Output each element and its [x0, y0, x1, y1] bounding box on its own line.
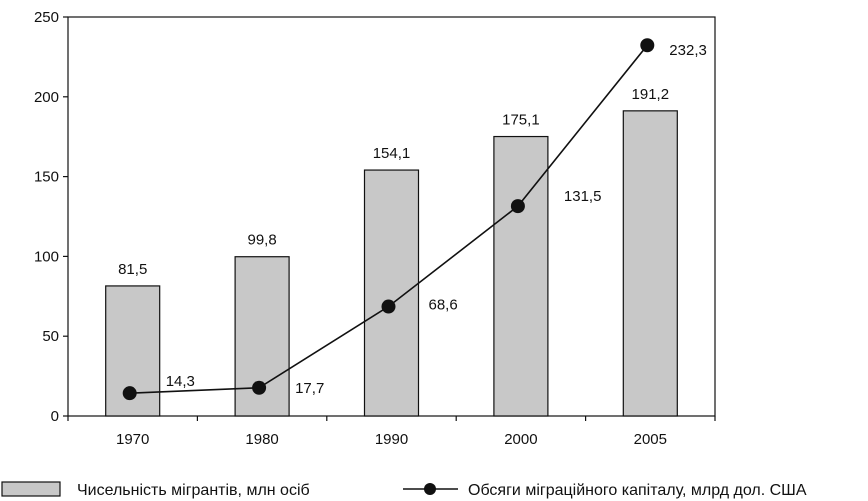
line-point: [510, 199, 525, 214]
bar: [493, 135, 549, 417]
line-data-label: 14,3: [166, 373, 195, 390]
x-tick-label: 1980: [245, 431, 278, 448]
x-tick-label: 2005: [634, 431, 667, 448]
bar-data-labels: 81,5 99,8 154,1 175,1 191,2: [118, 86, 669, 278]
y-tick-label: 250: [34, 9, 59, 26]
legend-line-label: Обсяги міграційного капіталу, млрд дол. …: [468, 482, 807, 499]
line-data-label: 68,6: [429, 297, 458, 314]
bar: [622, 110, 678, 417]
y-tick-label: 200: [34, 89, 59, 106]
line-data-labels: 14,3 17,7 68,6 131,5 232,3: [166, 42, 707, 397]
bar-data-label: 99,8: [247, 232, 276, 249]
line-point: [122, 386, 137, 401]
line-data-label: 232,3: [669, 42, 707, 59]
x-tick-label: 1990: [375, 431, 408, 448]
line-point: [252, 380, 267, 395]
legend-bar-label: Чисельність мігрантів, млн осіб: [77, 482, 310, 499]
line-data-label: 17,7: [295, 380, 324, 397]
x-tick-label: 2000: [504, 431, 537, 448]
line-point: [640, 38, 655, 53]
legend: Чисельність мігрантів, млн осіб Обсяги мі…: [1, 481, 807, 499]
y-axis: 0 50 100 150 200 250: [34, 9, 68, 425]
bar-data-label: 154,1: [373, 145, 411, 162]
y-tick-label: 150: [34, 169, 59, 186]
y-tick-label: 0: [51, 408, 59, 425]
line-data-label: 131,5: [564, 188, 602, 205]
y-tick-label: 100: [34, 248, 59, 265]
bar-series: [105, 110, 678, 417]
bar-data-label: 81,5: [118, 261, 147, 278]
legend-bar-swatch: [1, 481, 61, 497]
x-tick-label: 1970: [116, 431, 149, 448]
x-axis: 1970 1980 1990 2000 2005: [67, 416, 716, 448]
bar: [363, 169, 420, 417]
line-point: [381, 299, 396, 314]
line-series: [122, 38, 655, 401]
bar-data-label: 191,2: [632, 86, 670, 103]
legend-line-marker: [424, 483, 436, 495]
bar-data-label: 175,1: [502, 112, 540, 129]
y-tick-label: 50: [42, 328, 59, 345]
